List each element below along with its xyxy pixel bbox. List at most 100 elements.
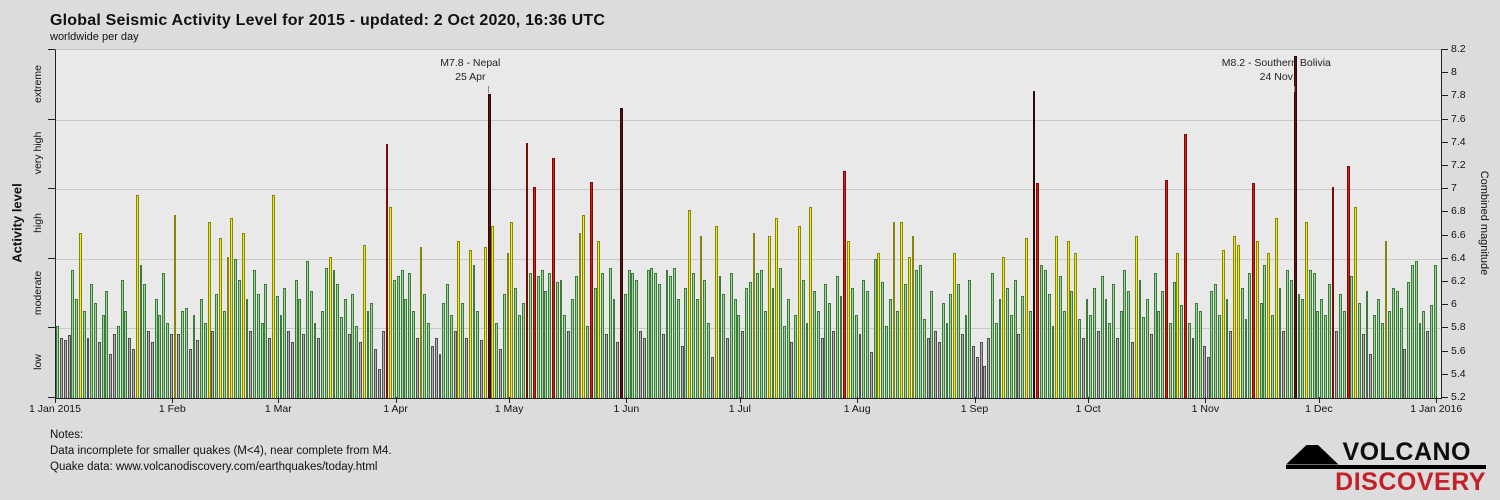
day-bar xyxy=(907,256,911,398)
day-bar xyxy=(143,284,147,398)
day-bar xyxy=(540,270,544,398)
day-bar xyxy=(1316,311,1320,398)
day-bar xyxy=(741,330,745,398)
page-title: Global Seismic Activity Level for 2015 -… xyxy=(50,12,606,29)
day-bar xyxy=(359,342,362,398)
day-bar xyxy=(1399,307,1403,398)
day-bar xyxy=(393,279,396,398)
day-bar xyxy=(960,334,964,398)
day-bar xyxy=(1195,302,1199,398)
day-bar xyxy=(1218,314,1221,398)
day-bar xyxy=(1221,249,1225,398)
day-bar xyxy=(237,279,241,398)
day-bar xyxy=(669,276,673,398)
day-bar xyxy=(196,340,200,398)
day-bar xyxy=(835,276,839,398)
day-bar xyxy=(75,299,79,398)
month-tick-label: 1 Feb xyxy=(158,403,186,415)
day-bar xyxy=(1426,330,1430,398)
day-bar xyxy=(692,272,695,398)
day-bar xyxy=(1142,316,1146,398)
day-bar xyxy=(975,357,979,398)
day-bar xyxy=(1369,353,1373,398)
day-bar xyxy=(1138,279,1142,398)
day-bar xyxy=(866,291,869,398)
day-bar xyxy=(892,221,896,398)
gridline xyxy=(56,119,1441,121)
day-bar xyxy=(483,247,487,398)
day-bar xyxy=(533,186,536,398)
day-bar xyxy=(192,314,196,398)
annotation: M8.2 - Southern Bolivia 24 Nov xyxy=(1222,57,1331,84)
day-bar xyxy=(472,264,476,398)
day-bar xyxy=(1062,311,1066,398)
day-bar xyxy=(1183,133,1187,398)
day-bar xyxy=(1244,319,1248,398)
day-bar xyxy=(215,293,219,398)
day-bar xyxy=(903,284,907,398)
day-bar xyxy=(502,293,506,398)
month-tick-label: 1 Jan 2015 xyxy=(29,403,81,415)
month-tick-label: 1 Aug xyxy=(843,403,871,415)
gridline xyxy=(56,258,1441,260)
gridline xyxy=(56,328,1441,330)
day-bar xyxy=(396,276,400,398)
day-bar xyxy=(381,330,385,398)
day-bar xyxy=(1365,291,1369,398)
day-bar xyxy=(1176,253,1180,398)
magnitude-tick-label: 6.2 xyxy=(1451,275,1466,287)
logo-discovery-text: DISCOVERY xyxy=(1335,467,1486,496)
day-bar xyxy=(650,268,654,398)
day-bar xyxy=(1331,186,1335,398)
day-bar xyxy=(268,337,272,398)
day-bar xyxy=(529,272,533,398)
day-bar xyxy=(858,334,862,398)
day-bar xyxy=(1240,287,1244,398)
day-bar xyxy=(869,351,873,398)
axis-tick xyxy=(1441,281,1448,282)
month-tick-label: 1 Jan 2016 xyxy=(1410,403,1463,415)
day-bar xyxy=(457,241,461,398)
day-bar xyxy=(94,302,97,398)
day-bar xyxy=(309,291,313,398)
day-bar xyxy=(131,349,135,398)
day-bar xyxy=(181,311,185,398)
day-bar xyxy=(710,357,714,398)
day-bar xyxy=(1131,342,1134,398)
day-bar xyxy=(1342,311,1346,398)
day-bar xyxy=(987,337,991,398)
day-bar xyxy=(446,284,449,398)
day-bar xyxy=(487,94,491,398)
day-bar xyxy=(302,334,306,398)
day-bar xyxy=(1059,276,1062,398)
day-bar xyxy=(1187,322,1191,398)
day-bar xyxy=(1388,311,1392,398)
month-tick-label: 1 Apr xyxy=(383,403,408,415)
day-bar xyxy=(1146,299,1149,398)
day-bar xyxy=(419,247,423,398)
day-bar xyxy=(695,299,699,398)
day-bar xyxy=(794,314,798,398)
day-bar xyxy=(941,302,945,398)
day-bar xyxy=(1210,291,1214,398)
day-bar xyxy=(612,299,616,398)
day-bar xyxy=(158,314,162,398)
day-bar xyxy=(234,258,238,398)
day-bar xyxy=(748,282,752,398)
day-bar xyxy=(623,293,627,398)
annotation-text: M8.2 - Southern Bolivia xyxy=(1221,57,1331,69)
day-bar xyxy=(1358,302,1361,398)
magnitude-tick-label: 7.8 xyxy=(1451,89,1466,102)
day-bar xyxy=(775,218,779,398)
axis-tick xyxy=(48,327,55,329)
magnitude-tick-label: 6.6 xyxy=(1451,228,1466,241)
day-bar xyxy=(922,319,926,398)
day-bar xyxy=(306,261,309,398)
day-bar xyxy=(1395,291,1399,398)
day-bar xyxy=(1339,293,1342,398)
day-bar xyxy=(680,345,684,398)
y-right-axis-title: Combined magnitude xyxy=(1478,170,1490,276)
axis-tick xyxy=(48,188,55,190)
day-bar xyxy=(737,314,741,398)
day-bar xyxy=(729,272,733,398)
